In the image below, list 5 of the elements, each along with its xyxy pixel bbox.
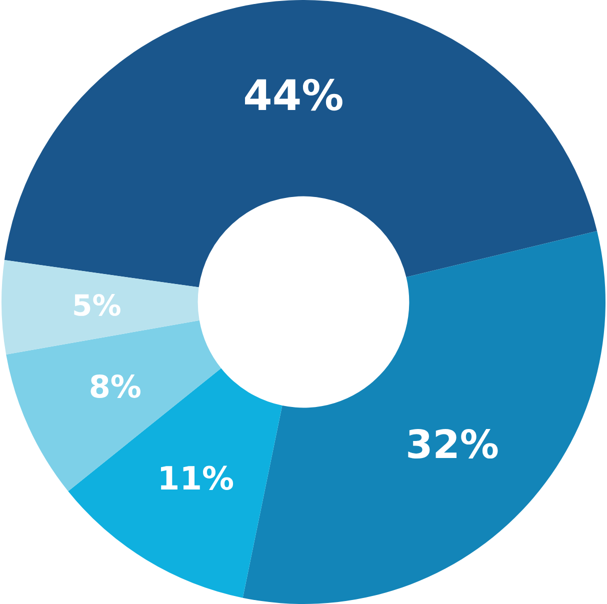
- data-label: 5%: [72, 288, 122, 323]
- data-label: 44%: [243, 70, 344, 120]
- data-label: 8%: [88, 369, 142, 406]
- data-label: 32%: [406, 423, 499, 468]
- data-label: 11%: [157, 460, 234, 498]
